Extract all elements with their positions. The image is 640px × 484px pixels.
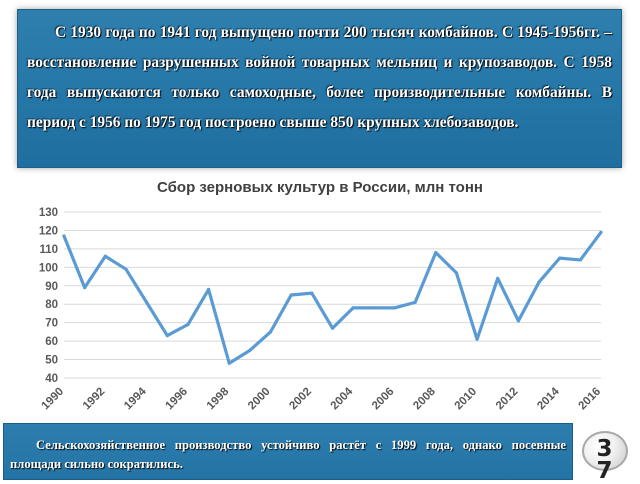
data-point-2000 <box>268 330 273 334</box>
data-point-2002 <box>310 291 314 295</box>
x-tick-label: 2012 <box>494 386 521 413</box>
y-tick-label: 70 <box>45 318 58 330</box>
y-tick-label: 40 <box>45 373 58 385</box>
conclusion-text-panel: Сельскохозяйственное производство устойч… <box>3 423 573 480</box>
data-point-2009 <box>454 271 459 275</box>
intro-text: С 1930 года по 1941 год выпущено почти 2… <box>27 24 612 131</box>
data-point-1993 <box>124 267 128 271</box>
chart-title: Сбор зерновых культур в России, млн тонн <box>157 179 483 196</box>
data-point-1991 <box>83 286 87 290</box>
series-line-0 <box>62 230 603 365</box>
data-point-2016 <box>599 230 603 234</box>
grid-lines <box>64 211 601 379</box>
data-point-2011 <box>496 276 500 280</box>
x-tick-label: 1990 <box>40 386 67 413</box>
x-axis-ticks: 1990 1992 1994 1996 1998 2000 2002 2004 2006 2008… <box>40 385 604 412</box>
x-tick-label: 1998 <box>205 385 232 412</box>
conclusion-text: Сельскохозяйственное производство устойч… <box>10 438 566 471</box>
page-number-badge: 37 <box>582 431 628 483</box>
data-point-2014 <box>558 256 562 260</box>
data-point-1997 <box>206 287 211 292</box>
y-tick-label: 90 <box>45 281 58 293</box>
x-tick-label: 1992 <box>81 386 108 413</box>
page-number: 37 <box>596 436 614 484</box>
x-tick-label: 2006 <box>370 386 397 413</box>
x-tick-label: 2016 <box>577 386 604 413</box>
x-tick-label: 2008 <box>411 385 438 412</box>
y-tick-label: 60 <box>45 336 58 348</box>
y-tick-label: 100 <box>39 262 58 274</box>
y-tick-label: 120 <box>39 225 58 237</box>
data-point-1999 <box>248 348 252 352</box>
data-point-2012 <box>516 319 520 323</box>
grain-harvest-chart: Сбор зерновых культур в России, млн тонн… <box>18 172 622 420</box>
y-tick-label: 130 <box>39 207 58 219</box>
data-point-1995 <box>165 333 169 338</box>
data-point-1990 <box>62 234 66 238</box>
data-point-2010 <box>475 337 479 341</box>
y-axis-ticks: 40 50 60 70 80 90 100 110 120 130 <box>39 207 58 385</box>
y-tick-label: 50 <box>45 355 58 367</box>
x-tick-label: 1994 <box>122 385 149 412</box>
data-point-1994 <box>145 300 149 304</box>
data-point-2015 <box>578 258 582 262</box>
data-point-1992 <box>103 254 107 258</box>
data-point-2005 <box>372 306 376 310</box>
data-point-2003 <box>330 326 335 330</box>
data-point-1996 <box>186 322 190 327</box>
series-layer <box>62 230 603 365</box>
x-tick-label: 2000 <box>246 386 273 413</box>
intro-text-panel: С 1930 года по 1941 год выпущено почти 2… <box>17 9 622 168</box>
data-point-2001 <box>289 293 293 297</box>
x-tick-label: 2014 <box>535 385 562 412</box>
x-tick-label: 1996 <box>163 386 190 413</box>
data-point-2007 <box>413 300 417 304</box>
x-tick-label: 2004 <box>329 385 356 412</box>
x-tick-label: 2002 <box>287 386 314 413</box>
y-tick-label: 110 <box>39 244 58 256</box>
y-tick-label: 80 <box>45 299 58 311</box>
data-point-2008 <box>434 250 438 255</box>
data-point-2013 <box>537 280 541 284</box>
data-point-1998 <box>227 361 231 365</box>
x-tick-label: 2010 <box>453 386 480 413</box>
chart-svg: Сбор зерновых культур в России, млн тонн… <box>39 179 604 412</box>
data-point-2006 <box>392 306 397 310</box>
data-point-2004 <box>351 306 355 310</box>
